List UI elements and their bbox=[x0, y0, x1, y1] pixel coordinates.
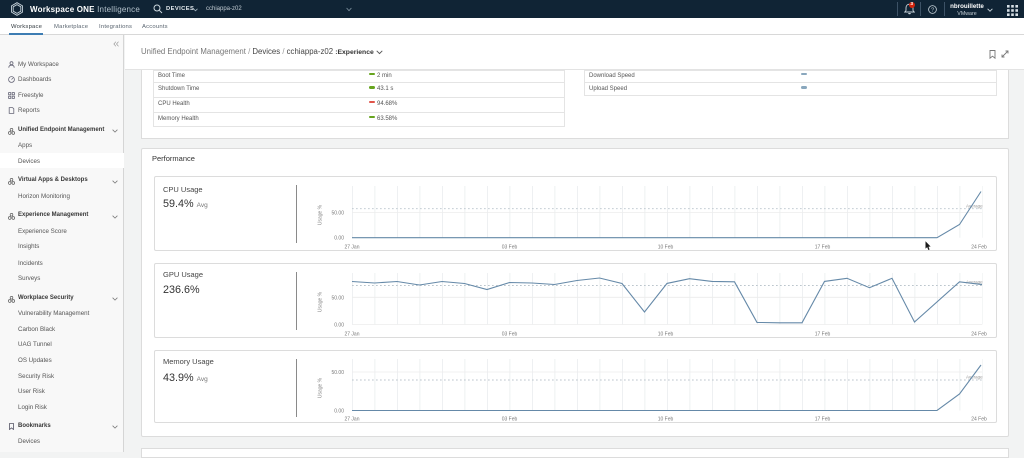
svg-text:Usage %: Usage % bbox=[318, 291, 324, 312]
svg-text:17 Feb: 17 Feb bbox=[815, 245, 831, 251]
svg-text:24 Feb: 24 Feb bbox=[971, 417, 987, 423]
svg-text:24 Feb: 24 Feb bbox=[971, 332, 987, 338]
svg-text:?: ? bbox=[931, 8, 934, 14]
svg-text:Usage %: Usage % bbox=[318, 204, 324, 225]
svg-text:17 Feb: 17 Feb bbox=[815, 332, 831, 338]
svg-text:10 Feb: 10 Feb bbox=[658, 417, 674, 423]
svg-text:Average: Average bbox=[966, 375, 983, 380]
svg-text:Average: Average bbox=[966, 280, 983, 285]
svg-text:0.00: 0.00 bbox=[334, 236, 344, 242]
svg-text:50.00: 50.00 bbox=[331, 211, 344, 217]
svg-text:Average: Average bbox=[966, 204, 983, 209]
svg-text:03 Feb: 03 Feb bbox=[502, 332, 518, 338]
svg-text:10 Feb: 10 Feb bbox=[658, 245, 674, 251]
svg-text:03 Feb: 03 Feb bbox=[502, 417, 518, 423]
svg-text:10 Feb: 10 Feb bbox=[658, 332, 674, 338]
svg-text:0.00: 0.00 bbox=[334, 323, 344, 329]
svg-text:50.00: 50.00 bbox=[331, 295, 344, 301]
svg-text:Usage %: Usage % bbox=[318, 377, 324, 398]
svg-text:17 Feb: 17 Feb bbox=[815, 417, 831, 423]
svg-text:27 Jan: 27 Jan bbox=[344, 417, 359, 423]
svg-text:03 Feb: 03 Feb bbox=[502, 245, 518, 251]
svg-text:50.00: 50.00 bbox=[331, 370, 344, 376]
svg-text:24 Feb: 24 Feb bbox=[971, 245, 987, 251]
svg-text:0.00: 0.00 bbox=[334, 409, 344, 415]
svg-text:27 Jan: 27 Jan bbox=[344, 245, 359, 251]
svg-text:27 Jan: 27 Jan bbox=[344, 332, 359, 338]
